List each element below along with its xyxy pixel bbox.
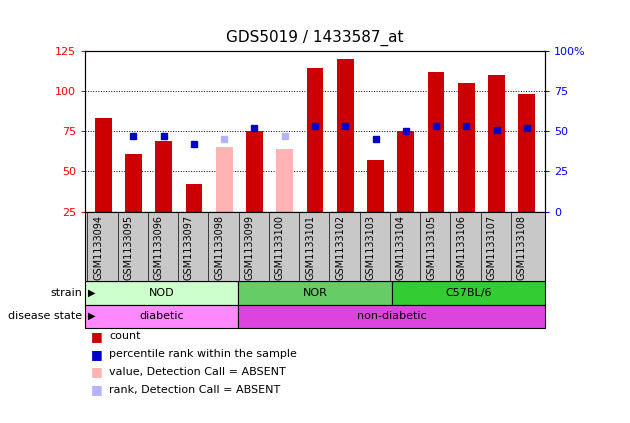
Bar <box>216 147 232 212</box>
Text: disease state: disease state <box>8 311 82 321</box>
Text: rank, Detection Call = ABSENT: rank, Detection Call = ABSENT <box>109 385 280 395</box>
Bar <box>238 281 392 305</box>
Text: GSM1133100: GSM1133100 <box>275 215 285 280</box>
Text: diabetic: diabetic <box>139 311 184 321</box>
Text: GSM1133097: GSM1133097 <box>184 215 194 280</box>
Bar <box>85 281 238 305</box>
Bar <box>156 141 172 212</box>
Bar <box>518 94 535 212</box>
Text: ▶: ▶ <box>88 311 96 321</box>
Text: ■: ■ <box>91 383 103 396</box>
Text: NOR: NOR <box>302 288 328 298</box>
Text: NOD: NOD <box>149 288 175 298</box>
Text: count: count <box>109 331 140 341</box>
Bar <box>125 154 142 212</box>
Text: GSM1133099: GSM1133099 <box>244 215 255 280</box>
Bar <box>95 118 112 212</box>
Text: ■: ■ <box>91 348 103 360</box>
Bar <box>85 305 238 328</box>
Text: percentile rank within the sample: percentile rank within the sample <box>109 349 297 359</box>
Text: ■: ■ <box>91 330 103 343</box>
Text: GSM1133108: GSM1133108 <box>517 215 527 280</box>
Text: GSM1133107: GSM1133107 <box>486 215 496 280</box>
Bar <box>458 83 474 212</box>
Bar <box>428 71 444 212</box>
Text: GSM1133095: GSM1133095 <box>123 215 134 280</box>
Bar <box>238 305 545 328</box>
Text: non-diabetic: non-diabetic <box>357 311 427 321</box>
Text: ■: ■ <box>91 365 103 378</box>
Bar <box>307 69 323 212</box>
Text: GSM1133102: GSM1133102 <box>335 215 345 280</box>
Text: GSM1133098: GSM1133098 <box>214 215 224 280</box>
Text: GSM1133096: GSM1133096 <box>154 215 164 280</box>
Text: C57BL/6: C57BL/6 <box>445 288 491 298</box>
Text: GSM1133104: GSM1133104 <box>396 215 406 280</box>
Text: strain: strain <box>50 288 82 298</box>
Text: GDS5019 / 1433587_at: GDS5019 / 1433587_at <box>226 30 404 46</box>
Text: GSM1133105: GSM1133105 <box>426 215 436 280</box>
Bar <box>367 160 384 212</box>
Bar <box>392 281 545 305</box>
Bar <box>246 131 263 212</box>
Text: GSM1133103: GSM1133103 <box>365 215 375 280</box>
Text: GSM1133106: GSM1133106 <box>456 215 466 280</box>
Bar <box>337 59 353 212</box>
Bar <box>277 149 293 212</box>
Bar <box>488 75 505 212</box>
Text: GSM1133094: GSM1133094 <box>93 215 103 280</box>
Text: ▶: ▶ <box>88 288 96 298</box>
Text: GSM1133101: GSM1133101 <box>305 215 315 280</box>
Bar <box>186 184 202 212</box>
Text: value, Detection Call = ABSENT: value, Detection Call = ABSENT <box>109 367 286 377</box>
Bar <box>398 131 414 212</box>
